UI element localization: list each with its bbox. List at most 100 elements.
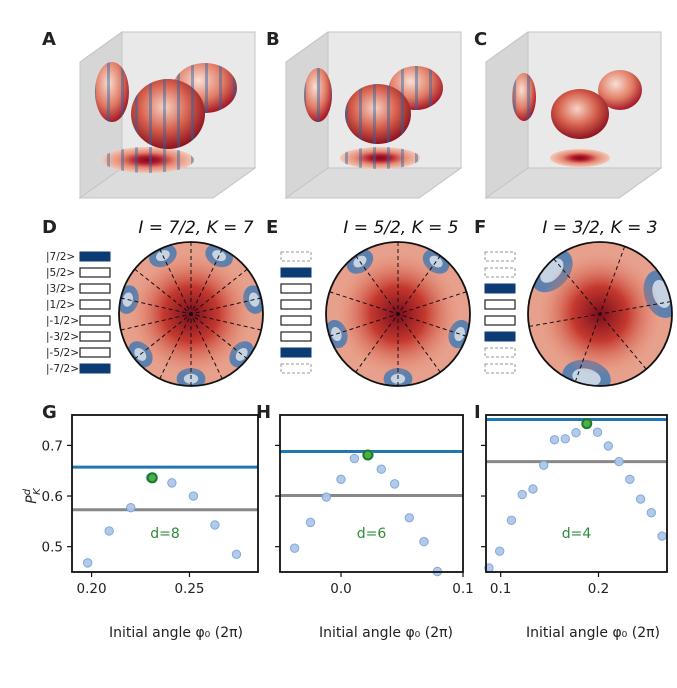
panel-label-e: E: [266, 217, 278, 238]
x-tick-label: 0.25: [174, 581, 204, 597]
data-point: [289, 543, 300, 553]
ket-labels: |7/2> |5/2> |3/2> |1/2> |-1/2> |-3/2> |-…: [46, 251, 79, 375]
panel-label-g: G: [42, 402, 57, 423]
level-box-open: [79, 283, 111, 294]
data-point: [376, 464, 386, 474]
ket-label: |3/2>: [46, 283, 75, 295]
data-point: [231, 549, 242, 559]
panel-label-h: H: [256, 402, 271, 423]
level-box-dashed: [484, 251, 516, 262]
chart-g: d=8 0.5 0.6 0.7 0.20 0.25: [42, 414, 259, 597]
title-d: I = 7/2, K = 7: [138, 218, 253, 238]
level-box-filled: [484, 283, 516, 294]
ket-label: |-3/2>: [46, 331, 79, 343]
ket-label: |-7/2>: [46, 363, 79, 375]
title-f: I = 3/2, K = 3: [542, 218, 657, 238]
best-point: [146, 472, 158, 484]
data-point: [549, 435, 560, 445]
level-box-filled: [280, 267, 312, 278]
x-axis-label-i: Initial angle φ₀ (2π): [526, 625, 660, 641]
level-box-open: [79, 347, 111, 358]
x-axis-label-g: Initial angle φ₀ (2π): [109, 625, 243, 641]
distance-label: d=8: [150, 526, 180, 542]
panel-label-d: D: [42, 217, 57, 238]
y-tick-label: 0.6: [42, 489, 63, 505]
data-point: [528, 484, 538, 494]
ket-label: |1/2>: [46, 299, 75, 311]
data-point: [635, 494, 646, 504]
x-tick-label: 0.1: [452, 581, 473, 597]
data-point: [560, 434, 570, 444]
y-axis-label-sup: d: [22, 488, 33, 495]
panel-label-a: A: [42, 29, 56, 50]
level-box-open: [484, 299, 516, 310]
title-e: I = 5/2, K = 5: [343, 218, 458, 238]
nodal-line: [159, 248, 223, 380]
level-box-filled: [79, 251, 111, 262]
nodal-line: [355, 255, 441, 373]
ket-label: |5/2>: [46, 267, 75, 279]
data-point: [82, 558, 93, 568]
y-axis-label: PdK: [22, 487, 43, 504]
panel-label-i: I: [474, 402, 481, 423]
level-box-dashed: [484, 347, 516, 358]
best-point: [581, 418, 593, 430]
data-point: [614, 456, 624, 467]
axes-frame: [279, 414, 464, 573]
disc-outline: [118, 241, 264, 387]
axes-frame: [71, 414, 259, 573]
level-ladder-f: [484, 251, 516, 374]
data-point: [104, 526, 114, 536]
data-point: [657, 531, 667, 541]
data-point: [592, 427, 603, 437]
data-point: [603, 441, 613, 451]
level-box-dashed: [484, 363, 516, 374]
panel-label-c: C: [474, 29, 487, 50]
data-point: [389, 479, 400, 489]
level-box-open: [484, 315, 516, 326]
data-point: [321, 492, 332, 502]
data-point: [571, 428, 581, 438]
nodal-line: [553, 258, 647, 370]
data-point: [494, 546, 505, 556]
data-point: [625, 474, 635, 485]
data-point: [188, 491, 199, 501]
data-point: [506, 515, 517, 526]
y-tick-label: 0.5: [42, 540, 63, 556]
level-box-open: [79, 299, 111, 310]
data-point: [305, 517, 316, 528]
data-point: [126, 502, 136, 513]
x-tick-label: 0.1: [490, 581, 511, 597]
y-axis-label-sub: K: [32, 487, 43, 495]
data-point: [539, 460, 549, 470]
chart-h: d=6 0.0 0.1: [275, 414, 474, 597]
data-point: [167, 478, 177, 488]
box-3d-c: [484, 31, 663, 199]
level-box-filled: [79, 363, 111, 374]
box-3d-a: [78, 31, 257, 199]
distance-label: d=6: [357, 526, 387, 542]
level-box-open: [280, 331, 312, 342]
panel-label-f: F: [474, 217, 486, 238]
axes-frame: [485, 414, 668, 573]
wigner-disc-e: [325, 241, 471, 387]
y-tick-label: 0.7: [42, 438, 63, 454]
data-point: [210, 520, 220, 530]
ket-label: |-1/2>: [46, 315, 79, 327]
level-box-dashed: [484, 267, 516, 278]
x-tick-label: 0.20: [77, 581, 107, 597]
state-sphere: [551, 89, 609, 139]
disc-outline: [527, 241, 673, 387]
panel-label-b: B: [266, 29, 280, 50]
box-3d-b: [284, 31, 463, 199]
data-point: [336, 474, 346, 485]
level-box-dashed: [280, 363, 312, 374]
level-ladder-e: [280, 251, 312, 374]
level-ladder-d: [79, 251, 111, 374]
x-axis-label-h: Initial angle φ₀ (2π): [319, 625, 453, 641]
data-point: [349, 453, 360, 464]
level-box-open: [280, 283, 312, 294]
data-point: [646, 508, 657, 518]
projection-back: [598, 70, 642, 110]
